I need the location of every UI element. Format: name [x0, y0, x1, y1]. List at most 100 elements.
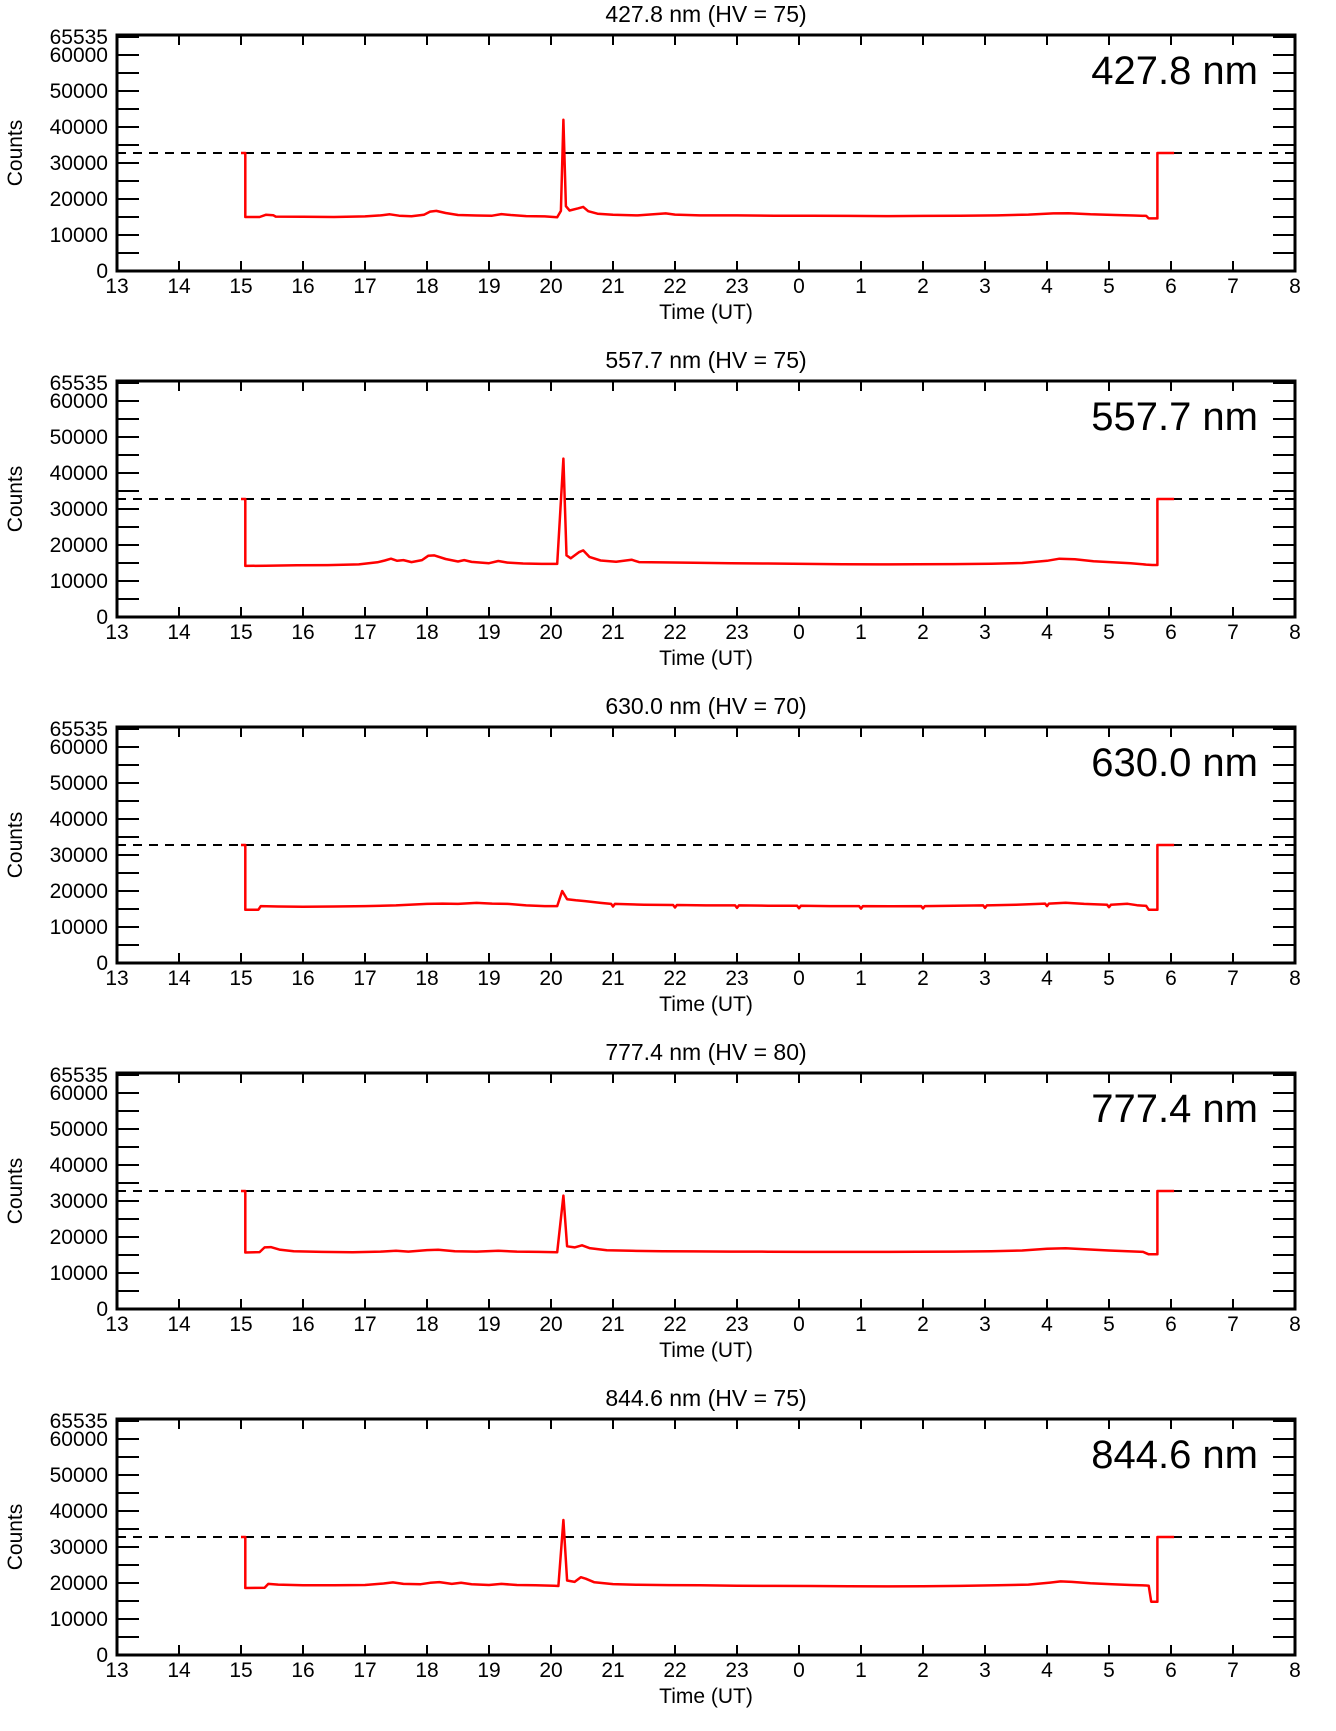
y-tick-label: 60000 [50, 736, 108, 759]
x-axis-title: Time (UT) [659, 1685, 753, 1708]
y-axis-title: Counts [4, 1158, 27, 1225]
x-tick-label: 16 [291, 621, 314, 644]
y-tick-label: 20000 [50, 188, 108, 211]
x-tick-label: 6 [1165, 275, 1177, 298]
x-axis-title: Time (UT) [659, 301, 753, 324]
y-tick-label: 50000 [50, 1464, 108, 1487]
panel-title: 630.0 nm (HV = 70) [605, 693, 806, 719]
y-axis-title: Counts [4, 120, 27, 187]
x-tick-label: 19 [477, 967, 500, 990]
x-tick-label: 16 [291, 275, 314, 298]
x-tick-label: 20 [539, 1659, 562, 1682]
x-tick-label: 14 [167, 621, 191, 644]
x-tick-label: 5 [1103, 275, 1115, 298]
x-tick-label: 4 [1041, 275, 1053, 298]
y-tick-label: 60000 [50, 390, 108, 413]
x-tick-label: 18 [415, 1313, 438, 1336]
x-tick-label: 0 [793, 967, 805, 990]
x-tick-label: 17 [353, 1313, 376, 1336]
x-axis-title: Time (UT) [659, 647, 753, 670]
y-tick-label: 60000 [50, 1082, 108, 1105]
x-tick-label: 13 [105, 1659, 128, 1682]
x-tick-label: 18 [415, 275, 438, 298]
x-tick-label: 22 [663, 1313, 686, 1336]
y-tick-label: 50000 [50, 772, 108, 795]
x-tick-label: 0 [793, 621, 805, 644]
panel-title: 777.4 nm (HV = 80) [605, 1039, 806, 1065]
x-tick-label: 4 [1041, 1313, 1053, 1336]
x-tick-label: 1 [855, 621, 867, 644]
counts-trace [241, 118, 1175, 220]
wavelength-label: 427.8 nm [1091, 49, 1258, 93]
wavelength-label: 844.6 nm [1091, 1433, 1258, 1477]
x-tick-label: 14 [167, 967, 191, 990]
x-tick-label: 15 [229, 275, 252, 298]
x-tick-label: 1 [855, 275, 867, 298]
x-tick-label: 19 [477, 1313, 500, 1336]
x-tick-label: 22 [663, 967, 686, 990]
y-tick-label: 0 [96, 260, 108, 283]
x-tick-label: 14 [167, 275, 191, 298]
x-tick-label: 3 [979, 967, 991, 990]
x-tick-label: 8 [1289, 1659, 1301, 1682]
y-tick-label: 10000 [50, 916, 108, 939]
y-max-label: 65535 [50, 718, 108, 741]
x-tick-label: 22 [663, 275, 686, 298]
y-tick-label: 30000 [50, 1190, 108, 1213]
y-tick-label: 0 [96, 952, 108, 975]
x-tick-label: 13 [105, 967, 128, 990]
x-tick-label: 7 [1227, 967, 1239, 990]
x-tick-label: 21 [601, 275, 624, 298]
x-tick-label: 7 [1227, 621, 1239, 644]
x-tick-label: 4 [1041, 967, 1053, 990]
y-max-label: 65535 [50, 1410, 108, 1433]
x-tick-label: 2 [917, 1313, 929, 1336]
chart-557-7-nm: 13 14 15 16 17 18 19 20 21 22 23 0 1 2 3 4 5 6 7 8010000200… [4, 347, 1301, 670]
y-tick-label: 0 [96, 1298, 108, 1321]
y-axis-title: Counts [4, 1504, 27, 1571]
x-tick-label: 2 [917, 621, 929, 644]
panel-4: 13 14 15 16 17 18 19 20 21 22 23 0 1 2 3 4 5 6 7 8 0 10000 200… [0, 1038, 1336, 1384]
x-tick-label: 21 [601, 967, 624, 990]
x-tick-label: 16 [291, 1313, 314, 1336]
y-tick-label: 10000 [50, 1608, 108, 1631]
x-tick-label: 18 [415, 621, 438, 644]
counts-trace [241, 457, 1175, 568]
y-tick-label: 30000 [50, 844, 108, 867]
x-tick-label: 3 [979, 621, 991, 644]
chart-777-4-nm: 13 14 15 16 17 18 19 20 21 22 23 0 1 2 3 4 5 6 7 8010000200… [4, 1039, 1301, 1362]
x-tick-label: 19 [477, 621, 500, 644]
y-tick-label: 40000 [50, 808, 108, 831]
x-tick-label: 14 [167, 1313, 191, 1336]
x-tick-label: 6 [1165, 967, 1177, 990]
x-tick-label: 18 [415, 1659, 438, 1682]
y-tick-label: 40000 [50, 462, 108, 485]
y-tick-label: 0 [96, 606, 108, 629]
counts-trace [241, 1189, 1175, 1256]
x-axis-title: Time (UT) [659, 993, 753, 1016]
y-tick-label: 40000 [50, 1500, 108, 1523]
chart-427-8-nm: 13 14 15 16 17 18 19 20 21 22 23 0 1 2 3 4 5 6 7 8010000200… [4, 1, 1301, 324]
x-tick-label: 14 [167, 1659, 191, 1682]
y-tick-label: 60000 [50, 1428, 108, 1451]
chart-844-6-nm: 13 14 15 16 17 18 19 20 21 22 23 0 1 2 3 4 5 6 7 8010000200… [4, 1385, 1301, 1708]
y-tick-label: 10000 [50, 570, 108, 593]
x-tick-label: 5 [1103, 1659, 1115, 1682]
y-tick-label: 20000 [50, 534, 108, 557]
panel-5: 13 14 15 16 17 18 19 20 21 22 23 0 1 2 3 4 5 6 7 8 0 10000 200… [0, 1384, 1336, 1730]
y-axis-title: Counts [4, 466, 27, 533]
x-tick-label: 15 [229, 621, 252, 644]
x-tick-label: 17 [353, 275, 376, 298]
x-tick-label: 3 [979, 1313, 991, 1336]
y-tick-label: 10000 [50, 1262, 108, 1285]
x-tick-label: 23 [725, 1313, 748, 1336]
y-tick-label: 50000 [50, 80, 108, 103]
chart-630-0-nm: 13 14 15 16 17 18 19 20 21 22 23 0 1 2 3 4 5 6 7 8010000200… [4, 693, 1301, 1016]
x-tick-label: 7 [1227, 1313, 1239, 1336]
x-tick-label: 13 [105, 621, 128, 644]
x-tick-label: 21 [601, 621, 624, 644]
y-tick-label: 0 [96, 1644, 108, 1667]
y-tick-label: 20000 [50, 1226, 108, 1249]
x-tick-label: 17 [353, 621, 376, 644]
